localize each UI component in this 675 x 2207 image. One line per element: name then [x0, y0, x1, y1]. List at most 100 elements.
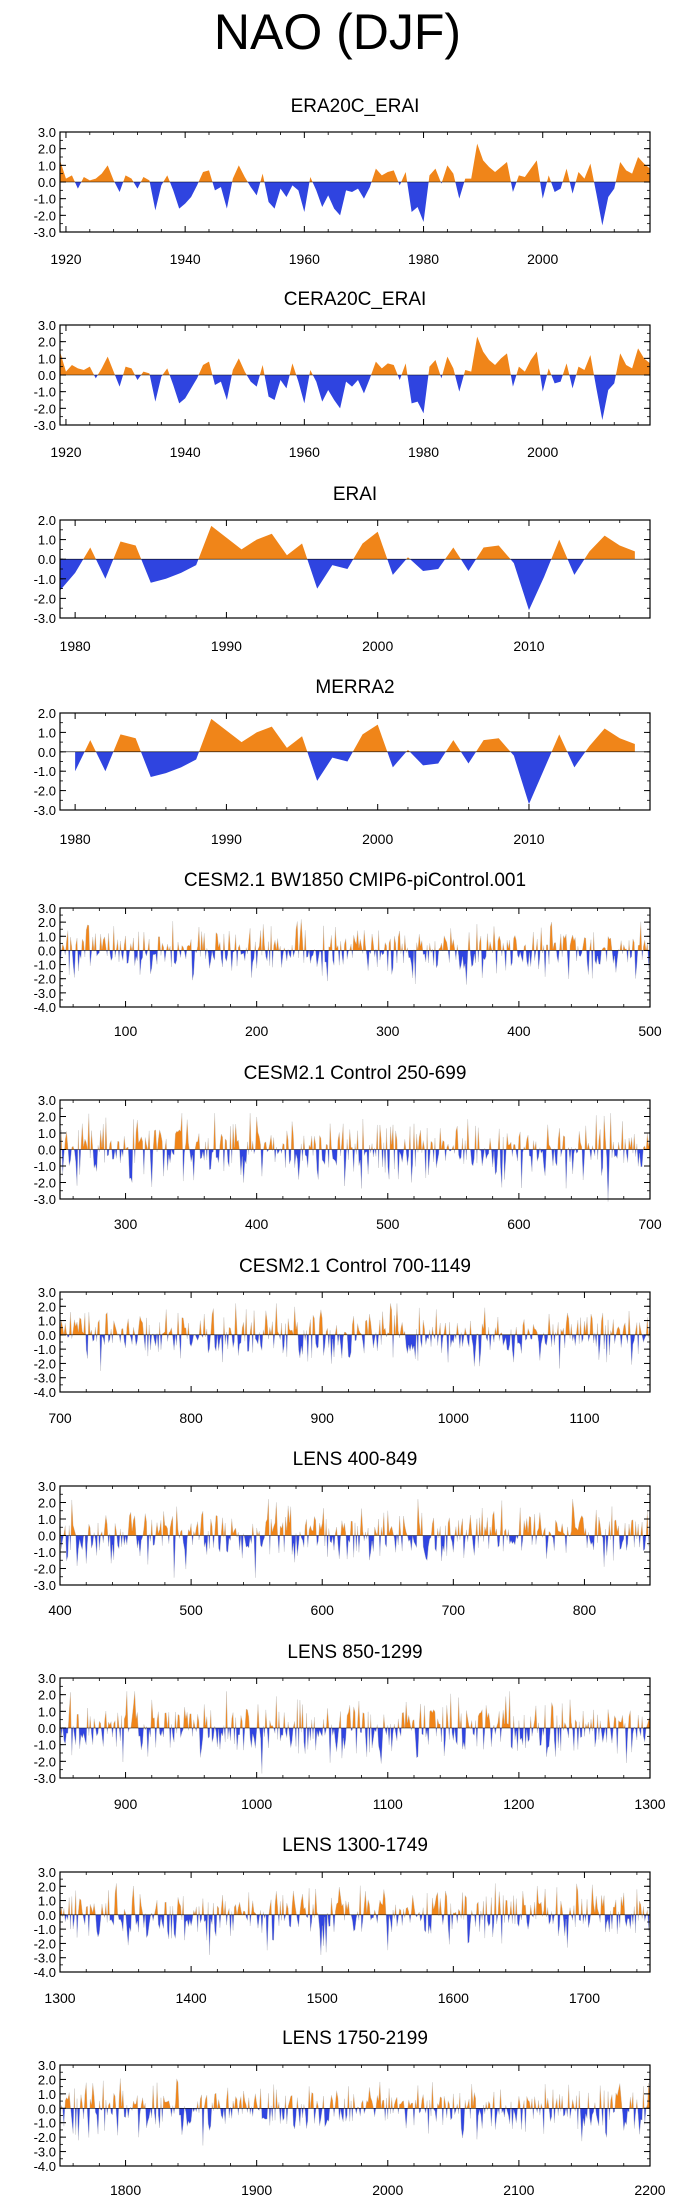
- y-tick-label: -2.0: [34, 1754, 56, 1769]
- y-tick-label: 2.0: [38, 2072, 56, 2087]
- y-tick-label: -2.0: [34, 1176, 56, 1191]
- chart-panel-3: ERAI 2.0 1.0 0.0 -1.0 -2.0 -3.0 1980 1990 2000 201…: [34, 484, 651, 654]
- y-tick-label: -3.0: [34, 1951, 56, 1966]
- positive-area: [61, 919, 650, 951]
- y-tick-label: 1.0: [38, 1314, 56, 1329]
- y-tick-label: 3.0: [38, 1093, 56, 1108]
- y-tick-label: 3.0: [38, 1671, 56, 1686]
- negative-area: [60, 559, 585, 611]
- chart-panel-6: CESM2.1 Control 250-699 3.0 2.01.0 0.0-1.0 -…: [34, 1063, 662, 1232]
- x-tick-label: 2000: [527, 251, 558, 267]
- y-tick-label: 2.0: [38, 1110, 56, 1125]
- x-tick-label: 400: [507, 1023, 531, 1039]
- x-tick-label: 2000: [362, 831, 393, 847]
- positive-area: [60, 525, 635, 560]
- y-tick-label: 3.0: [38, 318, 56, 333]
- y-tick-label: -1.0: [34, 764, 56, 779]
- y-tick-label: -2.0: [34, 1356, 56, 1371]
- x-tick-label: 1980: [408, 251, 439, 267]
- y-tick-label: -2.0: [34, 972, 56, 987]
- x-tick-label: 2000: [372, 2182, 403, 2198]
- x-tick-label: 1980: [408, 444, 439, 460]
- x-tick-label: 1500: [307, 1990, 338, 2006]
- x-tick-label: 1000: [241, 1796, 272, 1812]
- y-tick-label: 3.0: [38, 901, 56, 916]
- x-tick-label: 1700: [569, 1990, 600, 2006]
- y-tick-label: -1.0: [34, 2116, 56, 2131]
- chart-panel-2: CERA20C_ERAI 3.0 2.01.0 0.0 -1.0-2.0 -3.0 1920…: [34, 289, 651, 460]
- y-tick-label: 1.0: [38, 351, 56, 366]
- chart-title: ERA20C_ERAI: [291, 96, 420, 117]
- page-title: NAO (DJF): [213, 4, 462, 60]
- y-tick-label: -3.0: [34, 225, 56, 240]
- y-tick-label: 2.0: [38, 513, 56, 528]
- positive-area: [84, 718, 635, 752]
- x-tick-label: 200: [245, 1023, 269, 1039]
- y-tick-label: -2.0: [34, 2130, 56, 2145]
- y-tick-label: 3.0: [38, 125, 56, 140]
- x-tick-label: 1300: [634, 1796, 665, 1812]
- chart-title: MERRA2: [315, 677, 394, 698]
- y-tick-label: 0.0: [38, 368, 56, 383]
- x-tick-label: 500: [638, 1023, 662, 1039]
- x-tick-label: 700: [442, 1602, 466, 1618]
- y-tick-label: -2.0: [34, 1936, 56, 1951]
- y-tick-label: 1.0: [38, 1512, 56, 1527]
- series-line: [59, 1113, 651, 1202]
- x-tick-label: 900: [311, 1410, 335, 1426]
- chart-title: LENS 1750-2199: [282, 2028, 428, 2049]
- y-tick-label: -3.0: [34, 803, 56, 818]
- y-tick-label: 1.0: [38, 1126, 56, 1141]
- series-line: [59, 1303, 651, 1371]
- x-tick-label: 1940: [170, 444, 201, 460]
- y-tick-label: -3.0: [34, 611, 56, 626]
- y-tick-label: -1.0: [34, 1159, 56, 1174]
- chart-title: CESM2.1 Control 700-1149: [239, 1256, 471, 1277]
- series-line: [59, 1499, 651, 1578]
- x-tick-label: 500: [376, 1216, 400, 1232]
- negative-area: [60, 1149, 650, 1202]
- negative-area: [60, 375, 650, 420]
- x-tick-label: 1960: [289, 251, 320, 267]
- chart-panel-10: LENS 1300-1749 3.02.01.00.0-1.0-2.0-3.0-4…: [34, 1835, 651, 2006]
- x-tick-label: 1400: [176, 1990, 207, 2006]
- x-tick-label: 300: [376, 1023, 400, 1039]
- y-tick-label: 2.0: [38, 142, 56, 157]
- chart-title: CESM2.1 Control 250-699: [244, 1063, 467, 1084]
- y-tick-label: 1.0: [38, 1894, 56, 1909]
- y-tick-label: 2.0: [38, 915, 56, 930]
- y-tick-label: -4.0: [34, 1385, 56, 1400]
- x-tick-label: 300: [114, 1216, 138, 1232]
- y-tick-label: -3.0: [34, 1578, 56, 1593]
- x-tick-label: 2010: [513, 831, 544, 847]
- series-line: [59, 919, 651, 985]
- chart-panel-11: LENS 1750-2199 3.02.01.00.0-1.0-2.0-3.0-4…: [34, 2028, 666, 2198]
- negative-area: [60, 182, 650, 226]
- negative-area: [60, 950, 650, 985]
- x-tick-label: 1000: [438, 1410, 469, 1426]
- y-tick-label: 2.0: [38, 1299, 56, 1314]
- y-tick-label: 3.0: [38, 1285, 56, 1300]
- x-tick-label: 1920: [50, 251, 81, 267]
- y-tick-label: 2.0: [38, 706, 56, 721]
- y-tick-label: 1.0: [38, 725, 56, 740]
- positive-area: [61, 2078, 650, 2109]
- chart-panel-9: LENS 850-1299 3.0 2.01.0 0.0 -1.0-2.0 -3.0 900…: [34, 1642, 666, 1812]
- y-tick-label: 0.0: [38, 1328, 56, 1343]
- y-tick-label: 2.0: [38, 1688, 56, 1703]
- x-tick-label: 1200: [503, 1796, 534, 1812]
- y-tick-label: -1.0: [34, 958, 56, 973]
- y-tick-label: 0.0: [38, 943, 56, 958]
- x-tick-label: 1990: [211, 831, 242, 847]
- series-line: [59, 2078, 651, 2146]
- x-tick-label: 1300: [44, 1990, 75, 2006]
- chart-title: CESM2.1 BW1850 CMIP6-piControl.001: [184, 870, 526, 891]
- chart-title: LENS 850-1299: [287, 1642, 422, 1663]
- y-tick-label: -4.0: [34, 1965, 56, 1980]
- x-tick-label: 1100: [569, 1410, 599, 1426]
- y-tick-label: -1.0: [34, 1738, 56, 1753]
- x-tick-label: 2000: [527, 444, 558, 460]
- y-tick-label: -3.0: [34, 1192, 56, 1207]
- x-tick-label: 2100: [503, 2182, 534, 2198]
